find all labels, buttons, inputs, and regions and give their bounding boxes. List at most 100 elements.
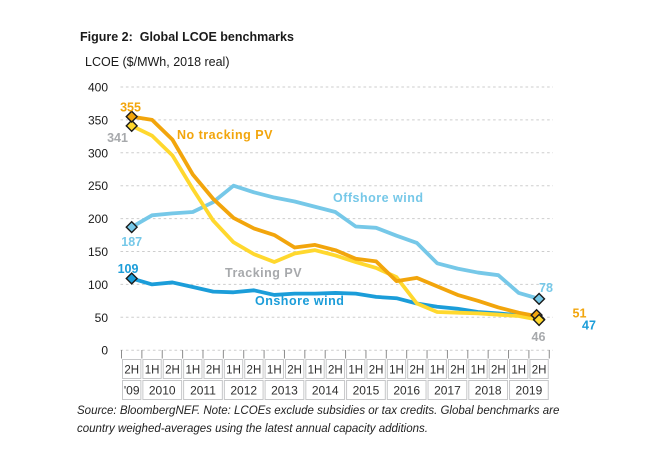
last-value-label-tracking-pv: 46 [532, 330, 546, 344]
x-half-cell [529, 359, 549, 379]
first-value-label-tracking-pv: 341 [107, 131, 128, 145]
x-half-label: 2H [491, 365, 506, 377]
x-year-cell [346, 380, 386, 400]
first-value-label-onshore-wind: 109 [118, 262, 139, 276]
first-value-label-no-tracking-pv: 355 [120, 101, 141, 115]
x-year-label-2010: 2010 [149, 384, 176, 398]
last-value-label-no-tracking-pv: 51 [573, 307, 587, 321]
x-half-cell [122, 359, 142, 379]
x-half-label: 1H [308, 365, 323, 377]
x-half-label: 2H [247, 365, 262, 377]
y-axis-tick-label-200: 200 [88, 212, 108, 226]
x-year-label-2016: 2016 [393, 384, 420, 398]
x-year-cell [142, 380, 183, 400]
series-line-no-tracking-pv [129, 114, 541, 319]
x-half-label: 1H [389, 365, 404, 377]
y-axis-tick-label-250: 250 [88, 179, 108, 193]
x-year-label--09: '09 [124, 384, 140, 398]
x-half-cell [162, 359, 183, 379]
series-label-tracking-pv: Tracking PV [225, 266, 302, 280]
start-marker-tracking-pv [125, 119, 139, 133]
x-year-label-2019: 2019 [516, 384, 543, 398]
last-value-label-onshore-wind: 47 [582, 319, 596, 333]
y-axis-tick-label-300: 300 [88, 146, 108, 160]
x-half-cell [305, 359, 325, 379]
y-axis-tick-label-0: 0 [101, 344, 108, 358]
start-marker-onshore-wind [125, 272, 139, 285]
x-year-label-2014: 2014 [312, 384, 339, 398]
x-year-cell [468, 380, 509, 400]
x-half-cell [427, 359, 447, 379]
x-half-label: 2H [124, 365, 139, 377]
x-year-cell [427, 380, 468, 400]
source-note-line2: country weighed-averages using the lates… [77, 423, 428, 435]
x-half-label: 2H [287, 365, 302, 377]
x-year-cell [183, 380, 223, 400]
last-value-label-offshore-wind: 78 [539, 281, 553, 295]
x-half-cell [183, 359, 203, 379]
y-axis-tick-label-50: 50 [95, 311, 109, 325]
x-half-label: 2H [369, 365, 384, 377]
end-marker-tracking-pv [532, 313, 546, 327]
x-half-label: 1H [511, 365, 526, 377]
x-half-label: 1H [145, 365, 160, 377]
x-half-label: 2H [206, 365, 221, 377]
x-year-cell [122, 380, 142, 400]
series-line-onshore-wind [129, 276, 541, 322]
first-value-label-offshore-wind: 187 [121, 235, 142, 249]
x-year-label-2018: 2018 [475, 384, 502, 398]
x-year-cell [509, 380, 549, 400]
x-half-label: 2H [328, 365, 343, 377]
x-year-label-2012: 2012 [230, 384, 257, 398]
x-half-cell [488, 359, 509, 379]
x-half-cell [468, 359, 488, 379]
x-half-cell [223, 359, 244, 379]
series-label-no-tracking-pv: No tracking PV [177, 128, 273, 142]
x-half-label: 1H [267, 365, 282, 377]
y-axis-tick-label-100: 100 [88, 278, 108, 292]
y-axis-tick-label-150: 150 [88, 245, 108, 259]
x-half-cell [407, 359, 427, 379]
series-line-tracking-pv [129, 123, 541, 322]
end-marker-offshore-wind [532, 292, 546, 306]
x-half-label: 2H [532, 365, 547, 377]
x-year-cell [264, 380, 305, 400]
x-half-cell [142, 359, 162, 379]
series-label-onshore-wind: Onshore wind [255, 294, 344, 308]
figure-title: Figure 2: Global LCOE benchmarks [80, 30, 294, 44]
x-half-cell [509, 359, 529, 379]
x-half-cell [386, 359, 407, 379]
x-year-cell [223, 380, 264, 400]
x-half-cell [346, 359, 366, 379]
x-half-label: 1H [185, 365, 200, 377]
x-half-label: 1H [226, 365, 241, 377]
x-year-cell [386, 380, 427, 400]
x-half-cell [203, 359, 223, 379]
start-marker-no-tracking-pv [125, 110, 139, 123]
x-half-cell [244, 359, 264, 379]
x-half-label: 2H [410, 365, 425, 377]
start-marker-offshore-wind [125, 220, 139, 234]
x-half-cell [366, 359, 386, 379]
x-year-label-2017: 2017 [434, 384, 461, 398]
x-half-label: 1H [430, 365, 445, 377]
x-half-label: 2H [450, 365, 465, 377]
y-axis-tick-label-400: 400 [88, 81, 108, 95]
x-half-cell [447, 359, 468, 379]
x-year-label-2015: 2015 [353, 384, 380, 398]
y-axis-tick-label-350: 350 [88, 113, 108, 127]
y-axis-unit-label: LCOE ($/MWh, 2018 real) [85, 55, 230, 69]
x-half-cell [325, 359, 346, 379]
x-half-label: 1H [471, 365, 486, 377]
x-year-label-2013: 2013 [271, 384, 298, 398]
x-half-cell [264, 359, 284, 379]
x-year-label-2011: 2011 [190, 384, 216, 398]
x-half-label: 2H [165, 365, 180, 377]
x-half-cell [284, 359, 305, 379]
x-year-cell [305, 380, 346, 400]
source-note-line1: Source: BloombergNEF. Note: LCOEs exclud… [77, 405, 560, 417]
x-half-label: 1H [348, 365, 363, 377]
series-label-offshore-wind: Offshore wind [333, 191, 424, 205]
